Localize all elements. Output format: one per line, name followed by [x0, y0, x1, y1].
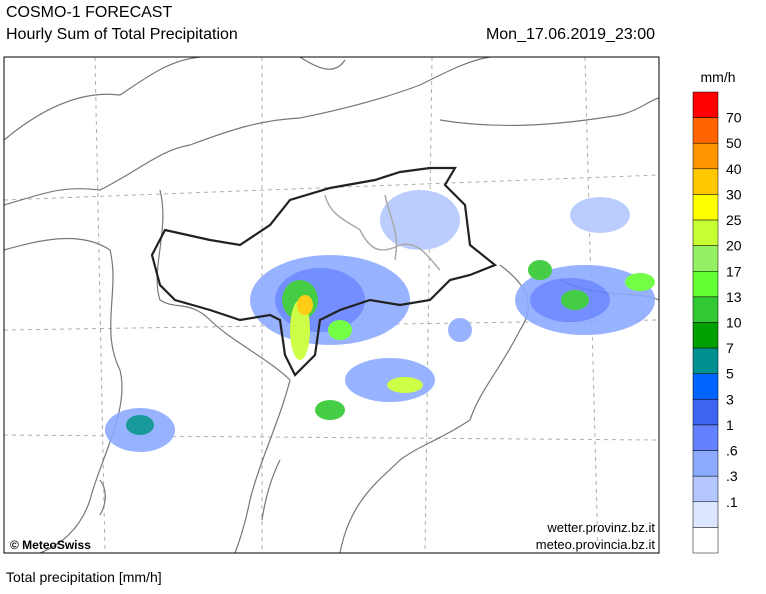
color-box	[692, 219, 719, 246]
color-box	[692, 117, 719, 144]
legend-label: 40	[726, 161, 742, 177]
legend-unit: mm/h	[701, 69, 736, 85]
legend-label: 50	[726, 135, 742, 151]
map-frame	[3, 56, 660, 554]
legend-label: 1	[726, 417, 734, 433]
color-box	[692, 347, 719, 374]
legend-label: 25	[726, 212, 742, 228]
color-box	[692, 527, 719, 554]
color-box	[692, 424, 719, 451]
color-box	[692, 271, 719, 298]
title: COSMO-1 FORECAST	[6, 4, 172, 21]
legend-label: .6	[726, 443, 738, 459]
color-box	[692, 296, 719, 323]
color-box	[692, 194, 719, 221]
subtitle: Hourly Sum of Total Precipitation	[6, 26, 238, 43]
color-box	[692, 245, 719, 272]
legend-label: 20	[726, 238, 742, 254]
legend-label: 70	[726, 110, 742, 126]
color-box	[692, 399, 719, 426]
color-box	[692, 142, 719, 170]
color-box	[692, 475, 719, 503]
credit: © MeteoSwiss	[10, 538, 91, 552]
source-url: meteo.provincia.bz.it	[536, 537, 656, 552]
color-box	[692, 373, 719, 400]
legend-label: 7	[726, 340, 734, 356]
legend-label: 3	[726, 391, 734, 407]
color-box	[692, 450, 719, 477]
legend: mm/h 70 50 40 30 25 20 17 13 10 7 5 3 1 .6 .3 .1	[692, 69, 742, 554]
color-box	[692, 501, 719, 528]
legend-label: 17	[726, 263, 742, 279]
legend-label: 30	[726, 186, 742, 202]
color-box	[692, 91, 719, 118]
forecast-time: Mon_17.06.2019_23:00	[486, 26, 655, 43]
source-url: wetter.provinz.bz.it	[546, 520, 655, 535]
legend-label: .1	[726, 494, 738, 510]
color-box	[692, 168, 719, 195]
legend-label: 5	[726, 366, 734, 382]
legend-label: 10	[726, 315, 742, 331]
legend-label: .3	[726, 468, 738, 484]
region-outline	[150, 166, 498, 377]
color-box	[692, 322, 719, 349]
precipitation	[105, 190, 655, 452]
legend-label: 13	[726, 289, 742, 305]
map: © MeteoSwiss wetter.provinz.bz.it meteo.…	[3, 56, 660, 554]
footer: Total precipitation [mm/h]	[6, 569, 162, 585]
